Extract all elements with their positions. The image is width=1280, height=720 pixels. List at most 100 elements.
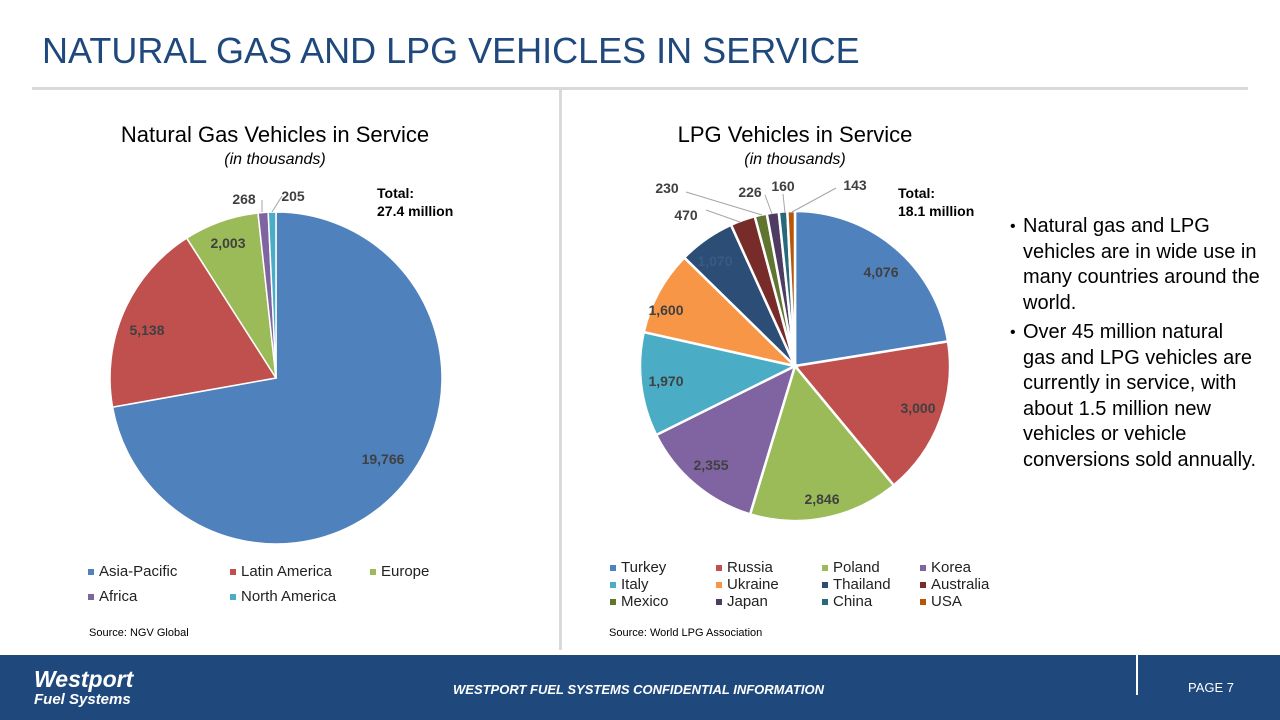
legend-item: Ukraine (716, 576, 779, 593)
legend-label: Thailand (833, 576, 891, 593)
ngv-source: Source: NGV Global (89, 627, 189, 639)
pie-slice-ukraine (642, 255, 800, 369)
data-label: 19,766 (362, 451, 405, 467)
legend-label: Italy (621, 576, 649, 593)
legend-label: Japan (727, 593, 768, 610)
leader-line (685, 191, 763, 216)
legend-label: Korea (931, 559, 972, 576)
legend-item: Africa (88, 588, 137, 605)
page-number: PAGE 7 (1188, 680, 1235, 695)
legend-label: USA (931, 593, 962, 610)
data-label: 205 (281, 188, 305, 204)
pie-charts: 19,766 5,138 2,003 268 205 4,076 3,000 2,846 2,3… (109, 177, 952, 545)
legend-swatch (920, 565, 926, 572)
ngv-total: Total: 27.4 million (377, 184, 453, 220)
footer-bar: Westport Fuel Systems WESTPORT FUEL SYST… (0, 655, 1280, 720)
westport-logo: Westport (34, 666, 134, 692)
title-divider (32, 87, 1248, 90)
pie-slice-latin-america (109, 237, 278, 409)
lpg-chart-subtitle: (in thousands) (744, 151, 846, 168)
lpg-source: Source: World LPG Association (609, 627, 763, 639)
legend-swatch (88, 594, 94, 601)
bullet-item: Over 45 million natural gas and LPG vehi… (1010, 320, 1260, 473)
legend-swatch (716, 599, 722, 606)
data-label: 160 (771, 178, 795, 194)
data-label: 226 (738, 184, 762, 200)
bullet-item: Natural gas and LPG vehicles are in wide… (1010, 214, 1260, 316)
legend-swatch (920, 599, 926, 606)
legend-label: Poland (833, 559, 880, 576)
lpg-total-value: 18.1 million (898, 203, 975, 219)
pie-slice-usa (786, 209, 797, 367)
legend-label: Europe (381, 563, 430, 580)
data-label: 3,000 (900, 400, 935, 416)
legend-label: North America (241, 588, 337, 605)
legend-swatch (370, 569, 376, 576)
westport-logo-subtitle: Fuel Systems (34, 691, 131, 708)
legend-label: Turkey (621, 559, 667, 576)
confidential-notice: WESTPORT FUEL SYSTEMS CONFIDENTIAL INFOR… (453, 682, 824, 697)
pie-slice-russia (792, 339, 952, 488)
legend-label: Asia-Pacific (99, 563, 178, 580)
pie-slice-korea (654, 363, 798, 516)
pie-slice-poland (748, 363, 896, 523)
legend-item: Mexico (610, 593, 669, 610)
legend-swatch (920, 582, 926, 589)
legend-item: Australia (920, 576, 989, 593)
legend-swatch (610, 582, 616, 589)
data-label: 4,076 (863, 264, 898, 280)
legend-item: Poland (822, 559, 880, 576)
ngv-total-label: Total: (377, 185, 415, 201)
legend-label: China (833, 593, 873, 610)
bullet-list: Natural gas and LPG vehicles are in wide… (1010, 214, 1260, 477)
lpg-chart-title: LPG Vehicles in Service (677, 122, 913, 147)
legend-item: Europe (370, 563, 429, 580)
leader-line (764, 194, 773, 215)
leader-line (705, 209, 741, 223)
legend-item: USA (920, 593, 962, 610)
legend-item: Thailand (822, 576, 891, 593)
legend-label: Australia (931, 576, 990, 593)
legend-item: Asia-Pacific (88, 563, 177, 580)
legend-label: Ukraine (727, 576, 779, 593)
legend-swatch (610, 599, 616, 606)
leader-line (271, 195, 283, 213)
data-label: 1,970 (648, 373, 683, 389)
pie-slice-turkey (793, 209, 950, 368)
pie-slice-asia-pacific (111, 211, 443, 545)
data-label: 230 (655, 180, 679, 196)
legend-item: China (822, 593, 872, 610)
legend-swatch (230, 569, 236, 576)
ngv-chart-title: Natural Gas Vehicles in Service (120, 122, 430, 147)
data-label: 470 (674, 207, 698, 223)
legend-label: Latin America (241, 563, 332, 580)
data-label: 2,355 (693, 457, 728, 473)
data-label: 1,070 (697, 253, 732, 269)
legend-swatch (610, 565, 616, 572)
data-label: 1,600 (648, 302, 683, 318)
ngv-chart-subtitle: (in thousands) (224, 151, 326, 168)
legend-swatch (716, 582, 722, 589)
slide-title: NATURAL GAS AND LPG VEHICLES IN SERVICE (42, 30, 860, 71)
legend-swatch (716, 565, 722, 572)
footer-divider (1136, 655, 1138, 695)
leader-line (791, 187, 837, 213)
legend-item: North America (230, 588, 336, 605)
legend-swatch (822, 582, 828, 589)
legend-swatch (88, 569, 94, 576)
legend-item: Korea (920, 559, 971, 576)
column-divider (559, 90, 562, 650)
legend-item: Russia (716, 559, 773, 576)
data-label: 2,846 (804, 491, 839, 507)
data-label: 2,003 (210, 235, 245, 251)
leader-line (782, 193, 786, 214)
legend-label: Mexico (621, 593, 669, 610)
legend-item: Turkey (610, 559, 666, 576)
legend-item: Japan (716, 593, 768, 610)
legend-item: Italy (610, 576, 649, 593)
legend-swatch (230, 594, 236, 601)
data-label: 5,138 (129, 322, 164, 338)
data-label: 268 (232, 191, 256, 207)
legend-item: Latin America (230, 563, 332, 580)
lpg-total: Total: 18.1 million (898, 184, 974, 220)
